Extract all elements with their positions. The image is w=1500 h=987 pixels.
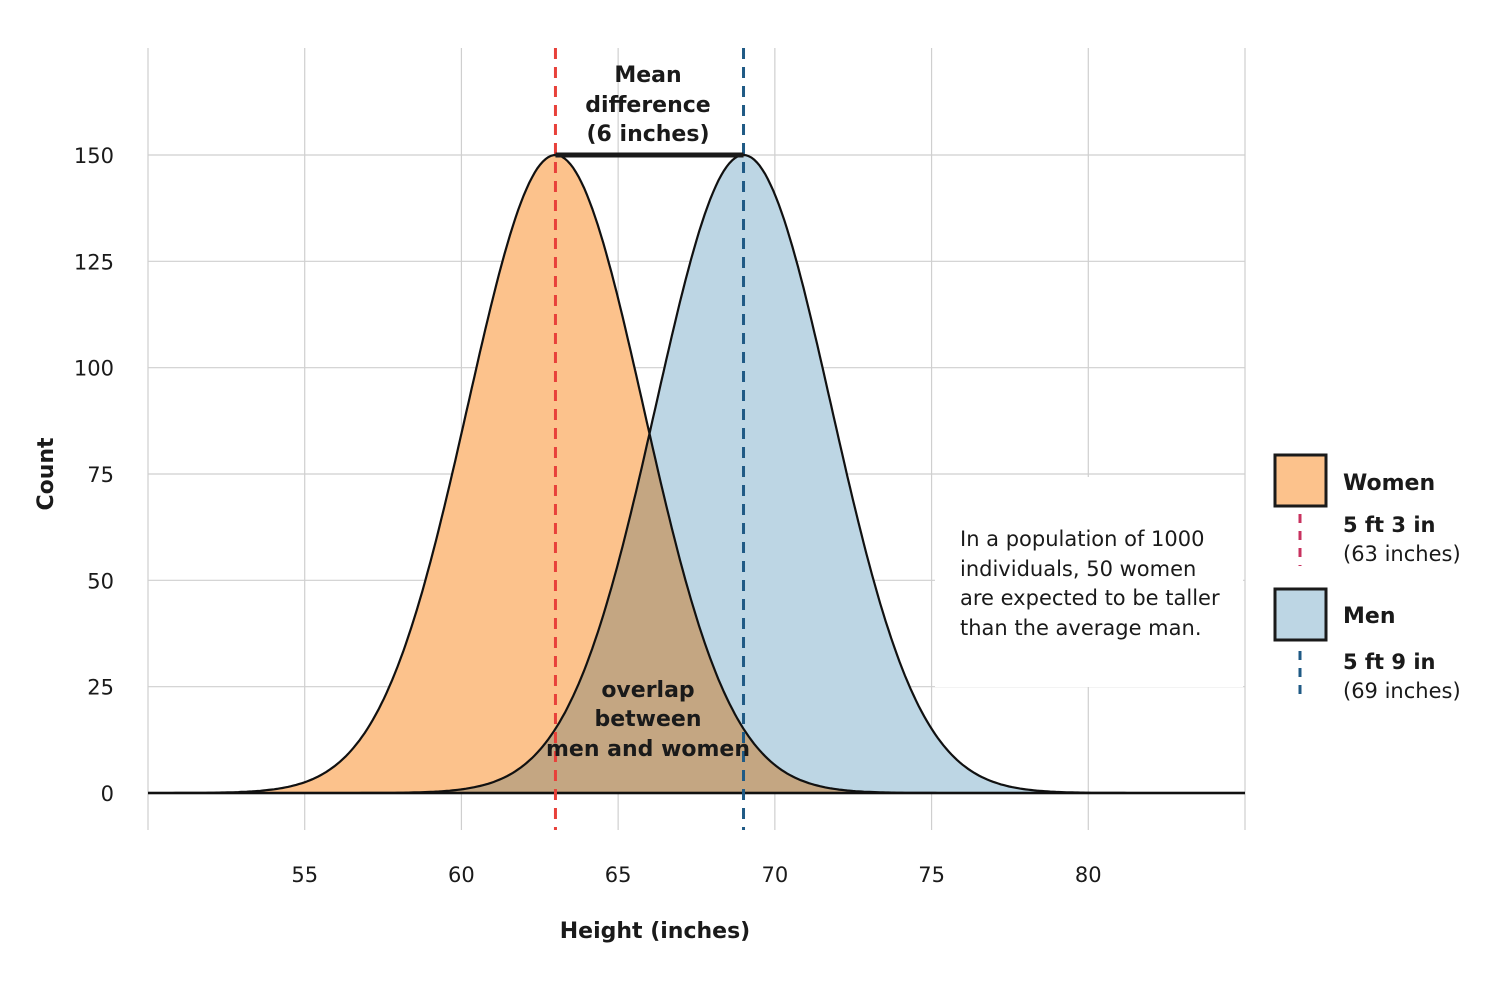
x-tick-label: 65 (605, 863, 632, 887)
mean-diff-line3: (6 inches) (587, 122, 710, 147)
x-tick-label: 80 (1075, 863, 1102, 887)
x-tick-label: 60 (448, 863, 475, 887)
legend-swatch-men (1273, 587, 1328, 642)
y-tick-label: 25 (87, 676, 114, 700)
legend-label-men: Men (1343, 604, 1395, 629)
x-tick-label: 75 (918, 863, 945, 887)
legend: Women 5 ft 3 in (63 inches) Men 5 ft 9 i… (1273, 453, 1461, 703)
legend-label-women: Women (1343, 471, 1435, 496)
overlap-area (148, 435, 1245, 793)
overlap-line1: overlap (601, 678, 694, 703)
note-background (935, 477, 1243, 687)
x-axis-label: Height (inches) (560, 919, 751, 944)
note-line1: In a population of 1000 (960, 527, 1205, 551)
area-women (148, 155, 1245, 794)
legend-swatch-women (1273, 453, 1328, 508)
legend-women-in: (63 inches) (1343, 542, 1461, 566)
y-tick-label: 100 (74, 357, 114, 381)
note-line3: are expected to be taller (960, 586, 1220, 610)
legend-women-ft: 5 ft 3 in (1343, 513, 1435, 537)
note-line4: than the average man. (960, 616, 1202, 640)
overlap-line3: men and women (546, 737, 750, 762)
mean-diff-line2: difference (585, 93, 710, 118)
legend-men-in: (69 inches) (1343, 679, 1461, 703)
y-tick-label: 125 (74, 250, 114, 274)
area-men (148, 155, 1245, 793)
x-tick-label: 55 (291, 863, 318, 887)
y-tick-label: 75 (87, 463, 114, 487)
y-tick-label: 0 (101, 782, 114, 806)
overlap-line2: between (594, 707, 701, 732)
note-line2: individuals, 50 women (960, 557, 1196, 581)
y-tick-label: 150 (74, 144, 114, 168)
mean-diff-line1: Mean (614, 63, 681, 88)
y-tick-label: 50 (87, 569, 114, 593)
legend-men-ft: 5 ft 9 in (1343, 650, 1435, 674)
x-tick-label: 70 (761, 863, 788, 887)
y-axis-label: Count (34, 437, 59, 511)
